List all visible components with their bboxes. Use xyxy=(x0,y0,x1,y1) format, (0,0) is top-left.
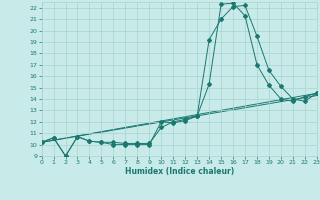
X-axis label: Humidex (Indice chaleur): Humidex (Indice chaleur) xyxy=(124,167,234,176)
